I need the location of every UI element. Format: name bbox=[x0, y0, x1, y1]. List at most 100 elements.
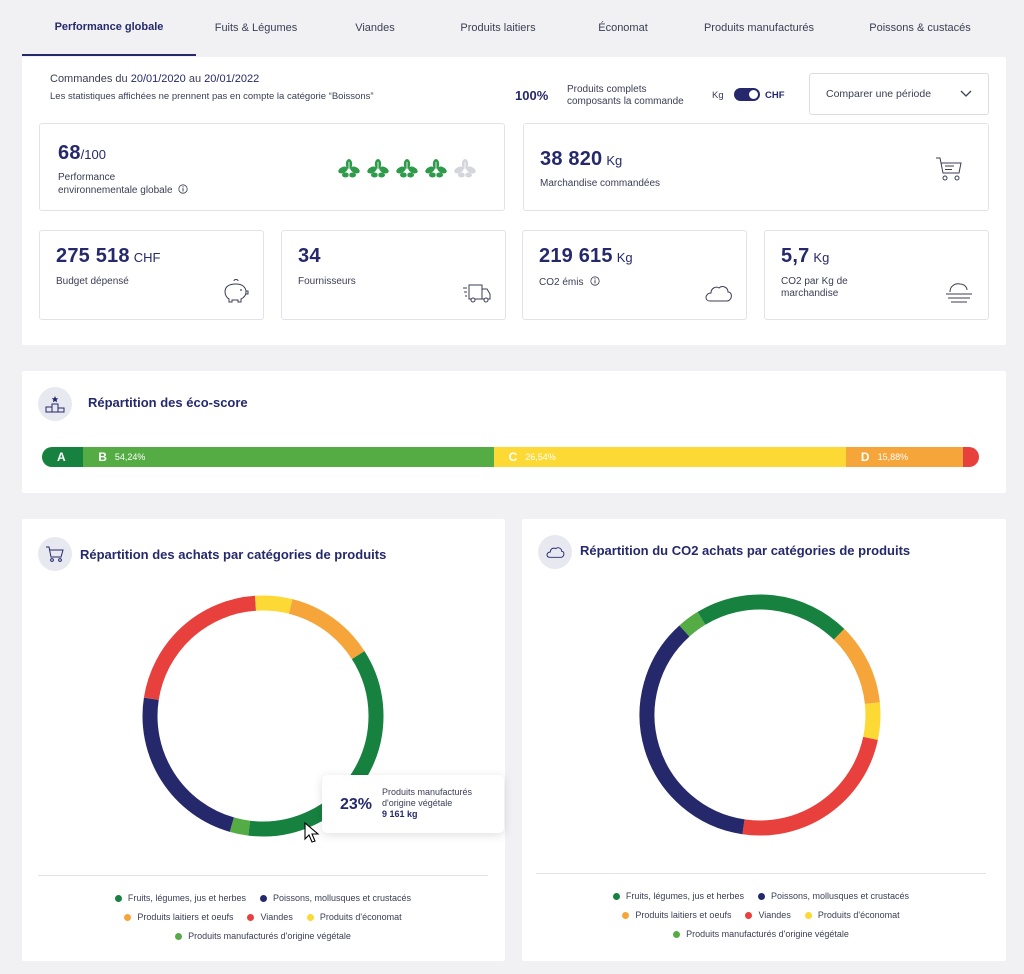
cloud-icon bbox=[705, 286, 732, 302]
shopping-cart-icon bbox=[46, 546, 64, 562]
budget-value: 275 518 bbox=[56, 245, 130, 267]
purchases-slice-0[interactable] bbox=[229, 817, 251, 836]
legend-item[interactable]: Produits laitiers et oeufs bbox=[622, 910, 731, 920]
compare-period-placeholder: Comparer une période bbox=[826, 88, 932, 100]
eco-score-percent: 54,24% bbox=[114, 452, 146, 462]
tab-performance-globale[interactable]: Performance globale bbox=[22, 0, 196, 56]
purchases-slice-4[interactable] bbox=[288, 599, 365, 660]
co2-slice-5[interactable] bbox=[639, 625, 745, 835]
co2-unit: Kg bbox=[616, 250, 633, 265]
eco-score-letter: D bbox=[860, 450, 870, 464]
legend-row: Produits laitiers et oeufs Viandes Produit… bbox=[38, 912, 488, 922]
legend-item[interactable]: Fruits, légumes, jus et herbes bbox=[114, 893, 246, 903]
kpi-suppliers-card: 34 Fournisseurs bbox=[281, 230, 506, 320]
legend-label: Fruits, légumes, jus et herbes bbox=[625, 891, 744, 901]
legend-dot bbox=[673, 930, 681, 938]
purchases-slice-3[interactable] bbox=[255, 595, 293, 614]
divider bbox=[536, 873, 986, 874]
info-icon[interactable] bbox=[590, 276, 600, 286]
eco-score-segment-a[interactable]: A bbox=[42, 447, 84, 467]
co2-per-kg-label: CO2 par Kg de marchandise bbox=[781, 276, 848, 299]
merchandise-label: Marchandise commandées bbox=[540, 178, 661, 189]
legend-item[interactable]: Fruits, légumes, jus et herbes bbox=[612, 891, 744, 901]
legend-item[interactable]: Viandes bbox=[745, 910, 791, 920]
tab-viandes[interactable]: Viandes bbox=[355, 22, 395, 34]
eco-score-percent: 26,54% bbox=[525, 452, 556, 462]
chevron-down-icon bbox=[960, 90, 972, 97]
mouse-cursor-icon bbox=[304, 822, 320, 843]
co2-slice-0[interactable] bbox=[679, 611, 706, 637]
legend-label: Produits laitiers et oeufs bbox=[635, 910, 732, 920]
co2-label: CO2 émis bbox=[539, 276, 600, 289]
purchases-slice-1[interactable] bbox=[142, 697, 235, 832]
budget-unit: CHF bbox=[133, 250, 161, 265]
co2-slice-4[interactable] bbox=[742, 736, 878, 836]
legend-item[interactable]: Poissons, mollusques et crustacés bbox=[259, 893, 412, 903]
co2-slice-1[interactable] bbox=[697, 594, 845, 640]
cloud-icon bbox=[546, 547, 565, 558]
compare-period-dropdown[interactable]: Comparer une période bbox=[809, 73, 989, 115]
chart-tooltip: 23% Produits manufacturés d'origine végé… bbox=[322, 775, 504, 833]
eco-score-segment-c[interactable]: C 26,54% bbox=[493, 447, 846, 467]
legend-row: Fruits, légumes, jus et herbes Poissons, … bbox=[536, 891, 986, 901]
co2-per-kg-unit: Kg bbox=[813, 250, 830, 265]
legend-item[interactable]: Produits d'économat bbox=[306, 912, 402, 922]
co2-slice-3[interactable] bbox=[863, 702, 881, 741]
legend-item[interactable]: Produits manufacturés d'origine végétale bbox=[673, 929, 849, 939]
date-from: 20/01/2020 bbox=[130, 73, 186, 85]
legend-row: Produits manufacturés d'origine végétale bbox=[536, 929, 986, 939]
legend-label: Poissons, mollusques et crustacés bbox=[272, 893, 412, 903]
legend-dot bbox=[612, 892, 620, 900]
tab-fruits-legumes[interactable]: Fuits & Légumes bbox=[214, 22, 298, 34]
tooltip-label: Produits manufacturés d'origine végétale… bbox=[382, 787, 473, 819]
co2-chart-title: Répartition du CO2 achats par catégories… bbox=[580, 543, 911, 558]
legend-dot bbox=[306, 913, 314, 921]
unit-kg-label: Kg bbox=[712, 90, 724, 101]
tab-economat[interactable]: Économat bbox=[598, 22, 648, 34]
completeness-value: 100% bbox=[515, 88, 549, 103]
leaf-icon-filled bbox=[396, 159, 418, 179]
date-range: Commandes du 20/01/2020 au 20/01/2022 bbox=[50, 73, 260, 85]
budget-label: Budget dépensé bbox=[56, 276, 129, 287]
eco-score-panel: Répartition des éco-score bbox=[22, 371, 1006, 493]
eco-score-letter: C bbox=[508, 450, 518, 464]
co2-legend: Fruits, légumes, jus et herbes Poissons, … bbox=[536, 891, 986, 948]
legend-dot bbox=[175, 932, 183, 940]
legend-label: Fruits, légumes, jus et herbes bbox=[127, 893, 246, 903]
purchases-legend: Fruits, légumes, jus et herbes Poissons, … bbox=[38, 893, 488, 950]
co2-slice-2[interactable] bbox=[833, 628, 880, 705]
unit-toggle[interactable] bbox=[734, 88, 760, 101]
eco-score-letter: B bbox=[98, 450, 107, 464]
legend-label: Produits manufacturés d'origine végétale bbox=[686, 929, 849, 939]
legend-label: Produits d'économat bbox=[817, 910, 900, 920]
tab-poissons-crustaces[interactable]: Poissons & custacés bbox=[869, 22, 971, 34]
legend-item[interactable]: Poissons, mollusques et crustacés bbox=[757, 891, 909, 901]
info-icon[interactable] bbox=[178, 184, 188, 194]
legend-item[interactable]: Produits laitiers et oeufs bbox=[124, 912, 233, 922]
legend-item[interactable]: Produits manufacturés d'origine végétale bbox=[175, 931, 351, 941]
purchases-slice-2[interactable] bbox=[143, 595, 257, 700]
eco-score-segment-d[interactable]: D 15,88% bbox=[845, 447, 964, 467]
category-tabs: Performance globale Fuits & Légumes Vian… bbox=[22, 0, 1006, 56]
eco-score-letter: A bbox=[57, 450, 66, 464]
podium-icon bbox=[45, 396, 65, 413]
eco-score-bar: A B 54,24% C 26,54% D 15,88% bbox=[42, 447, 979, 467]
fog-cloud-icon bbox=[946, 283, 972, 303]
kpi-co2-per-kg-card: 5,7 Kg CO2 par Kg de marchandise bbox=[764, 230, 989, 320]
legend-row: Produits laitiers et oeufs Viandes Produit… bbox=[536, 910, 986, 920]
cloud-icon-wrap bbox=[538, 535, 572, 569]
purchases-title: Répartition des achats par catégories de… bbox=[80, 547, 387, 562]
legend-item[interactable]: Viandes bbox=[247, 912, 293, 922]
tab-produits-manufactures[interactable]: Produits manufacturés bbox=[703, 22, 815, 34]
merchandise-value: 38 820 bbox=[540, 148, 603, 170]
tab-produits-laitiers[interactable]: Produits laitiers bbox=[460, 22, 536, 34]
legend-label: Viandes bbox=[260, 912, 293, 922]
eco-score-segment-e[interactable] bbox=[963, 447, 979, 467]
tooltip-value: 9 161 kg bbox=[382, 809, 418, 819]
eco-score-segment-b[interactable]: B 54,24% bbox=[83, 447, 494, 467]
podium-icon-wrap bbox=[38, 387, 72, 421]
co2-value: 219 615 bbox=[539, 245, 613, 267]
legend-label: Produits laitiers et oeufs bbox=[137, 912, 234, 922]
unit-chf-label: CHF bbox=[765, 90, 785, 101]
legend-item[interactable]: Produits d'économat bbox=[804, 910, 900, 920]
